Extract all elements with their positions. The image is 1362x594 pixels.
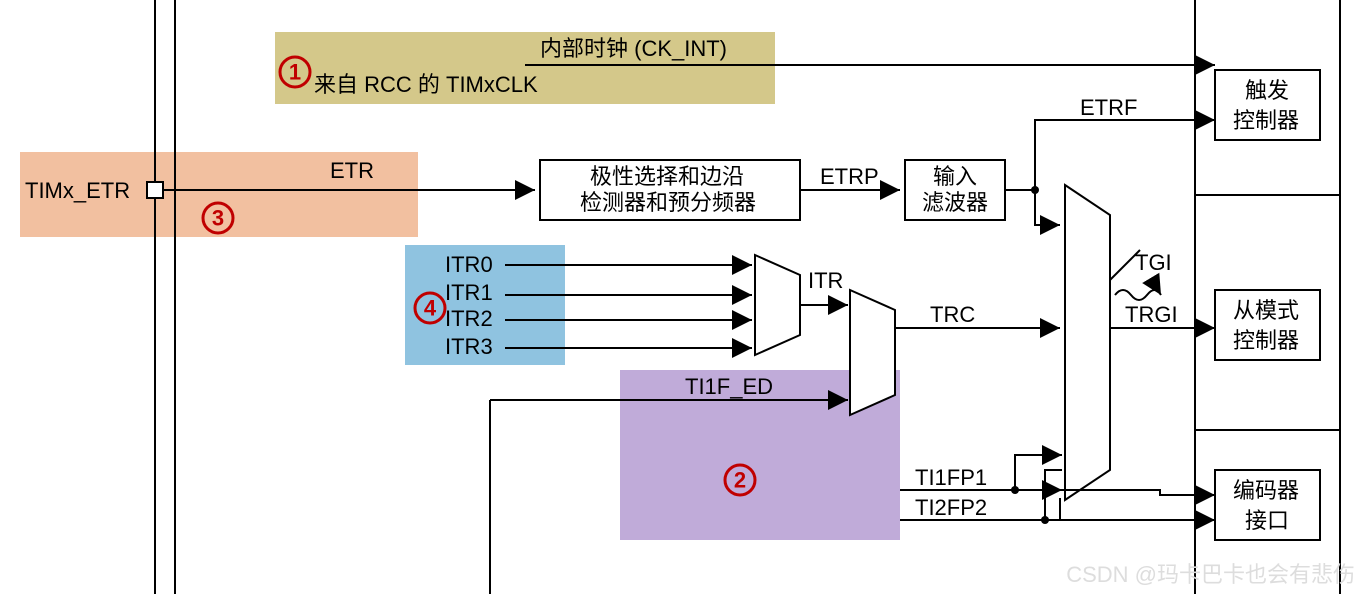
etrf-label: ETRF bbox=[1080, 95, 1137, 120]
slave-controller-l2: 控制器 bbox=[1233, 328, 1299, 353]
ti1fp1-label: TI1FP1 bbox=[915, 465, 987, 490]
trigger-controller-l2: 控制器 bbox=[1233, 108, 1299, 133]
trc-label: TRC bbox=[930, 302, 975, 327]
svg-text:1: 1 bbox=[289, 60, 301, 85]
etrf-to-mux bbox=[1035, 190, 1060, 225]
ti2fp2-label: TI2FP2 bbox=[915, 495, 987, 520]
rcc-label: 来自 RCC 的 TIMxCLK bbox=[314, 72, 538, 97]
ti1fp1-branch bbox=[1015, 455, 1062, 490]
ck-int-label: 内部时钟 (CK_INT) bbox=[540, 36, 727, 61]
polarity-l2: 检测器和预分频器 bbox=[580, 190, 756, 215]
etr-pin bbox=[147, 182, 163, 198]
encoder-l2: 接口 bbox=[1245, 508, 1289, 533]
watermark: CSDN @玛卡巴卡也会有悲伤 bbox=[1066, 562, 1355, 587]
filter-l1: 输入 bbox=[933, 164, 977, 189]
big-mux bbox=[1065, 185, 1110, 500]
filter-l2: 滤波器 bbox=[922, 190, 988, 215]
tgi-squiggle bbox=[1115, 290, 1161, 300]
itr-mux bbox=[755, 255, 800, 355]
tgi-label: TGI bbox=[1135, 250, 1172, 275]
itr0-label: ITR0 bbox=[445, 252, 493, 277]
trigger-controller-l1: 触发 bbox=[1245, 78, 1289, 103]
itr1-label: ITR1 bbox=[445, 280, 493, 305]
svg-text:4: 4 bbox=[424, 296, 437, 321]
etrf-wire bbox=[1035, 120, 1215, 190]
ti1f-ed-label: TI1F_ED bbox=[685, 374, 773, 399]
diagram-canvas: 触发 控制器 从模式 控制器 编码器 接口 内部时钟 (CK_INT) 来自 R… bbox=[0, 0, 1362, 594]
itr3-label: ITR3 bbox=[445, 334, 493, 359]
trc-mux bbox=[850, 290, 895, 415]
etr-label: ETR bbox=[330, 158, 374, 183]
polarity-l1: 极性选择和边沿 bbox=[590, 164, 744, 189]
itr2-label: ITR2 bbox=[445, 306, 493, 331]
slave-controller-l1: 从模式 bbox=[1233, 298, 1299, 323]
itr-label: ITR bbox=[808, 268, 843, 293]
svg-text:2: 2 bbox=[734, 468, 746, 493]
trgi-label: TRGI bbox=[1125, 302, 1178, 327]
timx-etr-label: TIMx_ETR bbox=[25, 178, 130, 203]
encoder-l1: 编码器 bbox=[1233, 478, 1299, 503]
svg-text:3: 3 bbox=[212, 206, 224, 231]
etrp-label: ETRP bbox=[820, 164, 879, 189]
